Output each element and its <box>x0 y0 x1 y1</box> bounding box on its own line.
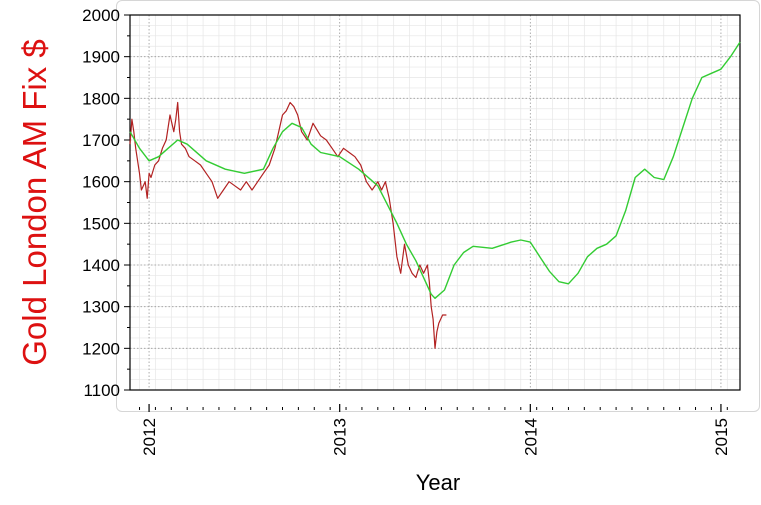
y-tick-label: 1600 <box>82 173 120 192</box>
minor-grid <box>130 14 740 391</box>
y-tick-label: 1800 <box>82 89 120 108</box>
y-axis-title: Gold London AM Fix $ <box>16 39 53 366</box>
x-axis-ticks: 2012 2013 2014 2015 <box>139 404 731 456</box>
y-tick-label: 1700 <box>82 131 120 150</box>
y-tick-label: 2000 <box>82 6 120 25</box>
x-tick-label: 2014 <box>521 418 540 456</box>
chart-card <box>116 0 760 412</box>
x-tick-label: 2012 <box>140 418 159 456</box>
y-tick-label: 1400 <box>82 256 120 275</box>
forecast-series-line <box>129 41 741 299</box>
x-tick-label: 2015 <box>712 418 731 456</box>
y-tick-label: 1500 <box>82 214 120 233</box>
x-tick-label: 2013 <box>331 418 350 456</box>
x-axis-title: Year <box>416 470 460 495</box>
y-tick-label: 1900 <box>82 48 120 67</box>
y-tick-label: 1300 <box>82 298 120 317</box>
y-tick-label: 1100 <box>83 381 120 400</box>
y-axis-ticks: 1100 1200 1300 1400 1500 1600 1700 1800 1900 2000 <box>82 6 130 400</box>
y-tick-label: 1200 <box>82 339 120 358</box>
actual-series-line <box>129 101 447 349</box>
series-layer <box>129 41 741 349</box>
